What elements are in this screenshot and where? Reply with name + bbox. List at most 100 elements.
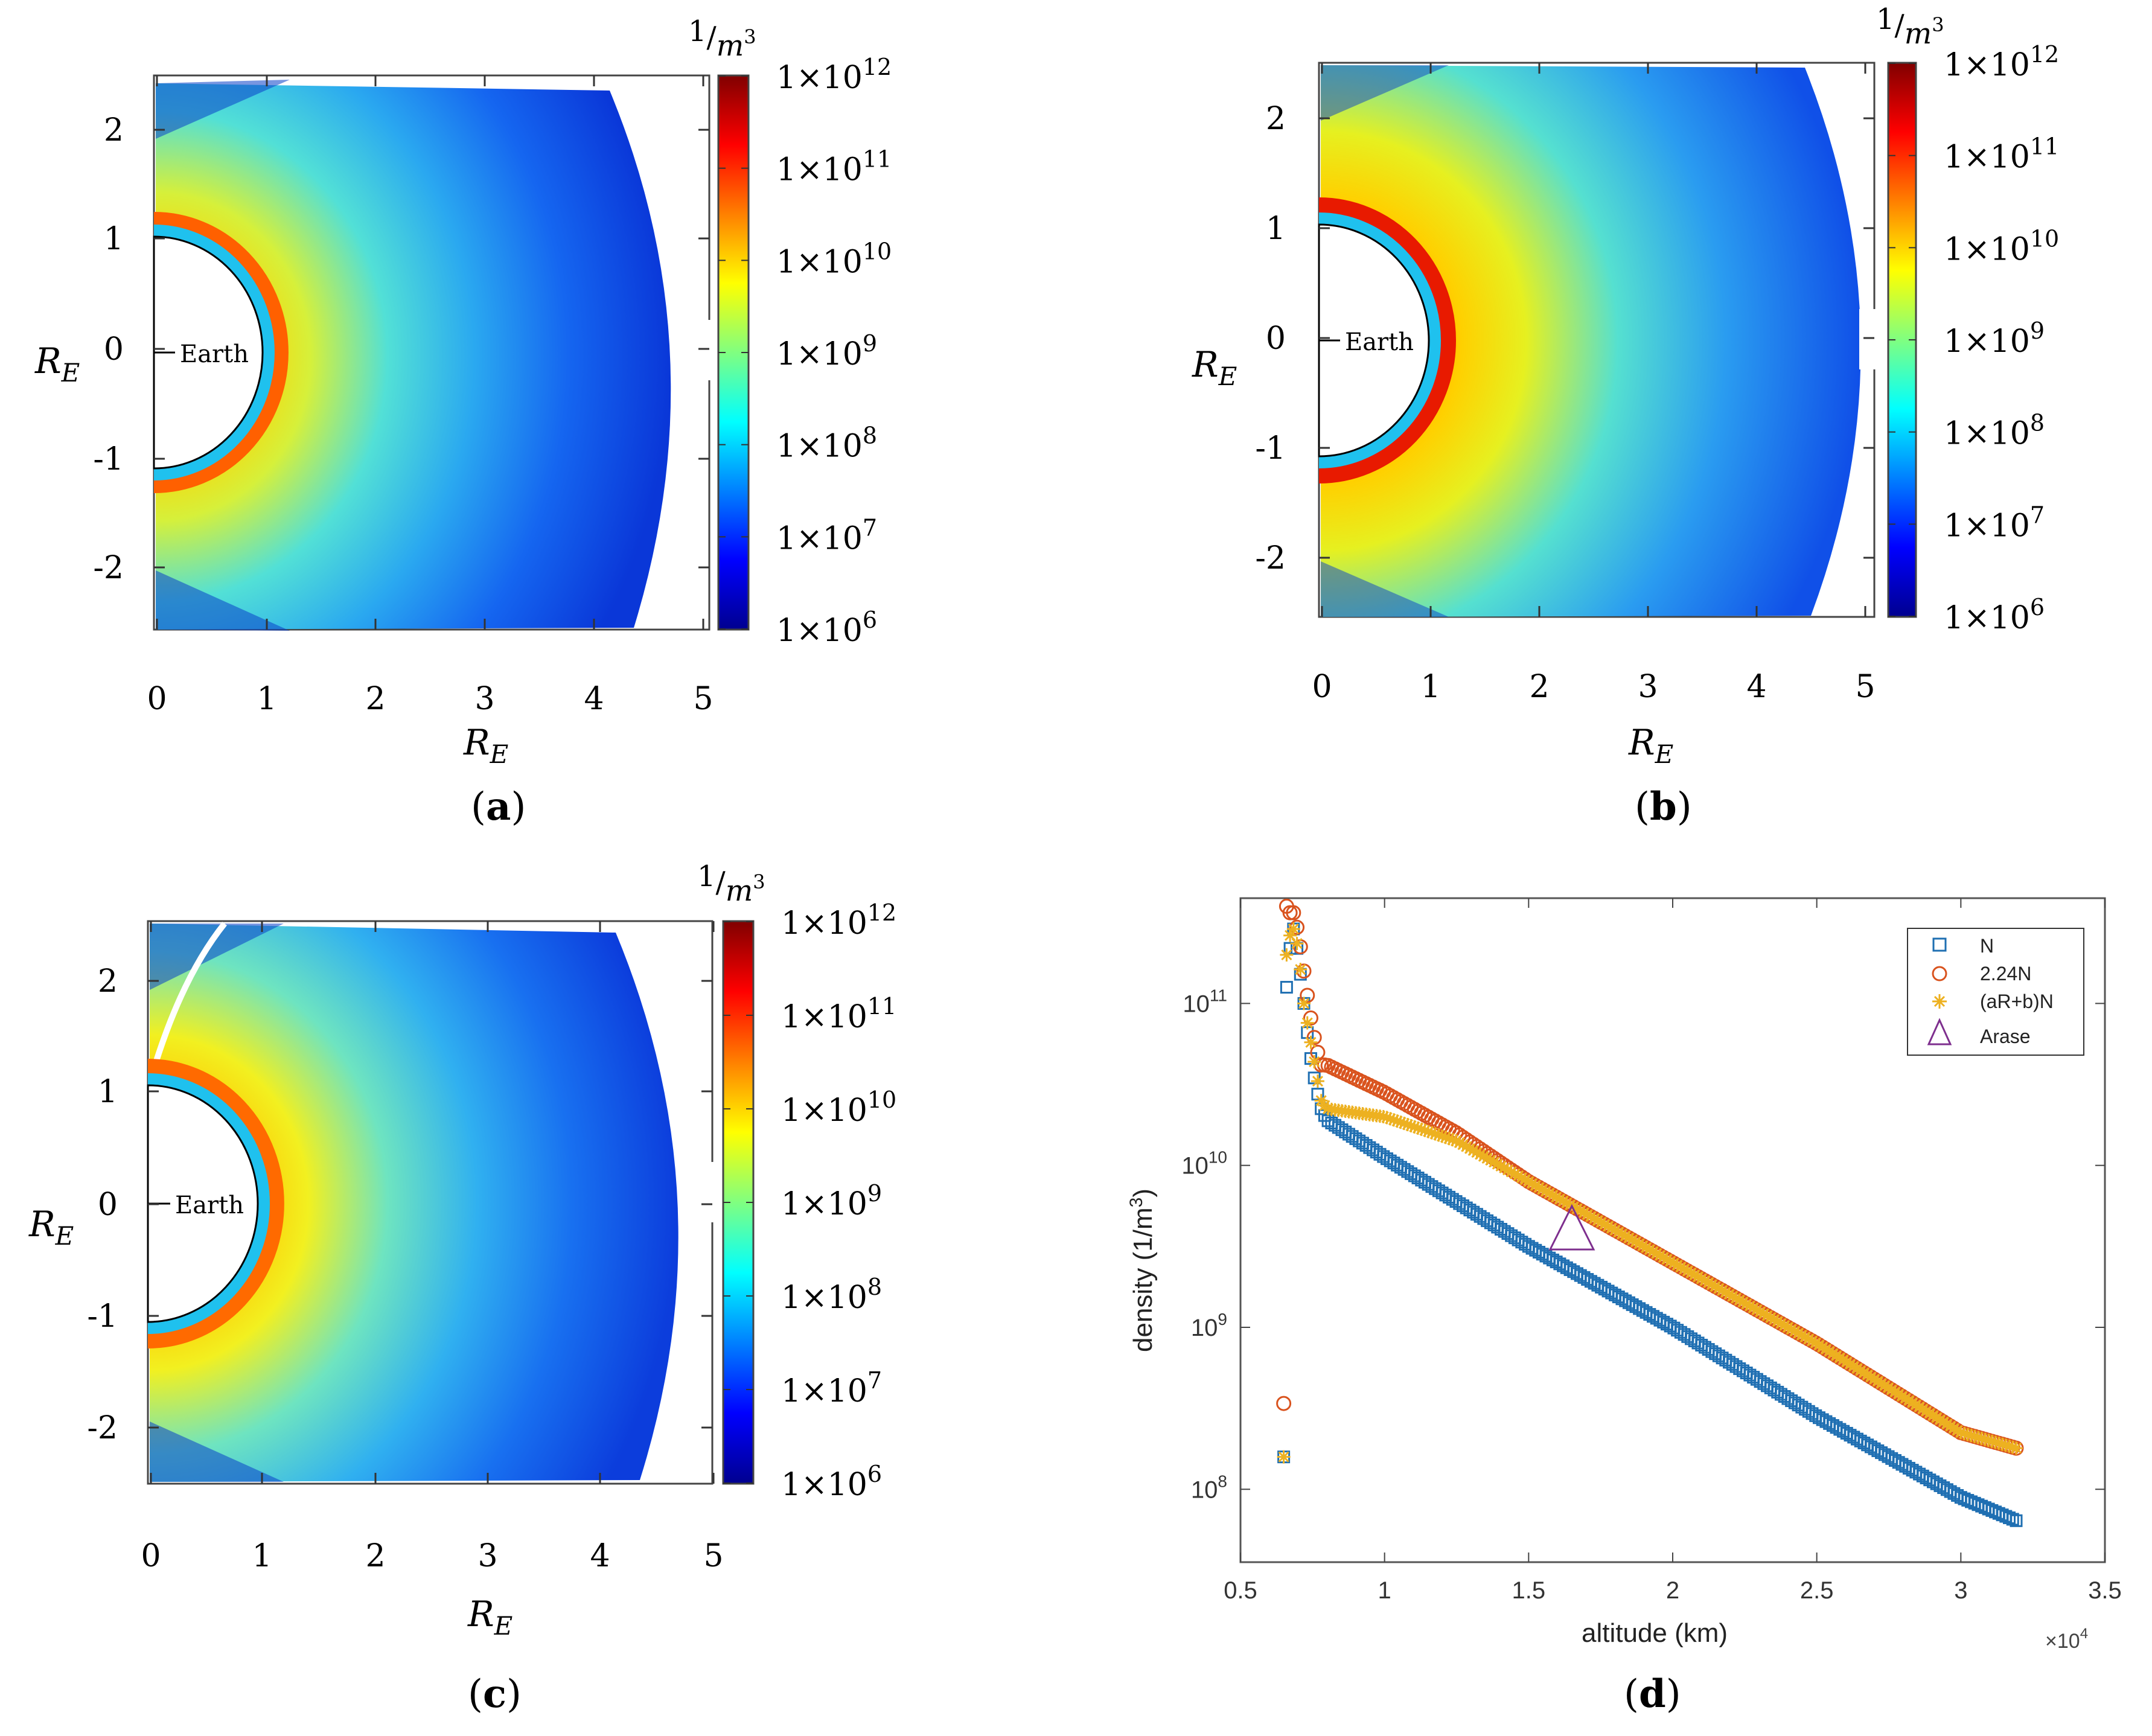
data-point-n xyxy=(1792,1399,1805,1412)
data-point-2-24n xyxy=(1286,905,1301,921)
data-point--ar-b-n xyxy=(1297,997,1311,1010)
colorbar-tick-label: 1×1010 xyxy=(1944,225,2059,267)
panel-c-colorbar-unit: 1/m3 xyxy=(697,860,765,908)
panel-b-ylabel: RE xyxy=(1192,344,1237,391)
panel-b-earth-ring xyxy=(1318,212,1441,468)
colorbar-tick-label: 1×109 xyxy=(776,330,877,372)
colorbar-tick-label: 1×1010 xyxy=(776,238,892,280)
data-point-n xyxy=(1754,1375,1767,1388)
panel-b-colorbar-unit: 1/m3 xyxy=(1876,2,1944,51)
data-point-n xyxy=(1667,1321,1681,1335)
y-tick-label: 1010 xyxy=(1181,1148,1227,1179)
data-point--ar-b-n-stroke xyxy=(1278,1451,1289,1463)
data-point-n xyxy=(1387,1157,1400,1170)
data-point-n xyxy=(1781,1392,1795,1405)
panel-c-ylabel: RE xyxy=(28,1204,74,1251)
data-point--ar-b-n xyxy=(1307,1055,1321,1068)
data-point-arase xyxy=(1548,1204,1595,1251)
data-point-n xyxy=(1443,1190,1456,1204)
data-point-n xyxy=(1370,1146,1383,1159)
x-tick-label: 5 xyxy=(1855,669,1875,705)
panel-a-dark-corner-bottom xyxy=(156,570,290,631)
y-tick-label: 0 xyxy=(104,331,124,368)
data-point-n xyxy=(1418,1176,1431,1189)
colorbar-tick-label: 1×1011 xyxy=(776,146,892,188)
data-point-n xyxy=(1498,1225,1511,1238)
x-tick-label: 0 xyxy=(147,681,167,717)
data-point-n xyxy=(1422,1178,1435,1191)
data-point-n xyxy=(1695,1338,1708,1351)
legend-label-2-24n: 2.24N xyxy=(1980,963,2031,984)
data-point-n xyxy=(1674,1326,1687,1339)
y-tick-label: -1 xyxy=(87,1298,118,1335)
panel-a-earth-disk xyxy=(153,235,264,470)
x-tick-label: 1 xyxy=(1420,669,1440,705)
data-point-n xyxy=(1449,1195,1463,1208)
panel-c-earth-disk xyxy=(147,1084,259,1323)
panel-a-earth-label: Earth xyxy=(180,340,249,368)
data-point--ar-b-n-stroke xyxy=(1312,1076,1323,1087)
data-point-n xyxy=(1691,1336,1705,1350)
data-point-n xyxy=(2006,1513,2019,1526)
data-point--ar-b-n-stroke xyxy=(1291,938,1303,949)
panel-d-ylabel: density (1/m3) xyxy=(1126,1189,1158,1352)
data-point-n xyxy=(1761,1379,1774,1393)
data-point-n xyxy=(1353,1134,1366,1147)
data-point--ar-b-n-stroke xyxy=(1305,1036,1317,1048)
data-point--ar-b-n xyxy=(1286,922,1300,936)
x-tick-label: 0 xyxy=(141,1538,161,1574)
data-point-n xyxy=(1425,1180,1438,1193)
panel-b-colorbar-ticks: 1×1012 1×1011 1×1010 1×109 1×108 1×107 1×106 xyxy=(1888,41,2059,636)
data-point-n xyxy=(1671,1324,1684,1337)
x-tick-label: 0.5 xyxy=(1224,1577,1257,1604)
data-point-n xyxy=(1678,1328,1691,1341)
data-point-n xyxy=(1771,1385,1784,1399)
data-point--ar-b-n-stroke xyxy=(1301,1017,1313,1029)
data-point-n xyxy=(1363,1141,1376,1154)
data-point-n xyxy=(2003,1511,2016,1524)
colorbar-tick-label: 1×107 xyxy=(1944,502,2045,544)
x-tick-label: 1 xyxy=(1378,1577,1391,1604)
data-point-n xyxy=(1487,1218,1501,1231)
legend-star-icon xyxy=(1932,994,1947,1009)
data-point-n xyxy=(1495,1222,1508,1236)
panel-a-colorbar-unit: 1/m3 xyxy=(688,14,756,63)
data-point--ar-b-n-stroke xyxy=(1315,1095,1327,1106)
colorbar-tick-label: 1×108 xyxy=(776,423,877,465)
panel-c-white-arc xyxy=(149,921,227,1076)
x-tick-label: 5 xyxy=(693,681,713,717)
legend-triangle-icon xyxy=(1927,1018,1952,1045)
data-point-n xyxy=(1705,1345,1719,1358)
y-tick-label: 109 xyxy=(1191,1310,1227,1341)
x-tick-label: 3 xyxy=(477,1538,497,1574)
panel-b-density-field xyxy=(1321,65,1861,617)
panel-d-x-multiplier: ×104 xyxy=(2045,1626,2088,1653)
data-point-n xyxy=(1778,1390,1791,1403)
data-point--ar-b-n xyxy=(1277,1450,1291,1464)
data-point-n xyxy=(1719,1353,1732,1367)
colorbar-tick-label: 1×106 xyxy=(781,1461,882,1503)
data-point-n xyxy=(1457,1199,1470,1213)
data-point-n xyxy=(1688,1334,1701,1347)
panel-b-dark-corner xyxy=(1321,65,1449,121)
panel-b-dark-corner-bottom xyxy=(1321,561,1449,617)
data-point-n xyxy=(1788,1396,1801,1409)
data-point-n xyxy=(1346,1130,1359,1143)
y-tick-label: 2 xyxy=(104,112,124,148)
panel-c-earth-label: Earth xyxy=(175,1192,244,1219)
data-point-n xyxy=(1335,1123,1349,1137)
data-point-n xyxy=(1325,1116,1338,1129)
data-point-n xyxy=(1380,1152,1393,1166)
panel-c-y-ticks: 2 1 0 -1 -2 xyxy=(87,963,712,1446)
colorbar-tick-label: 1×1011 xyxy=(781,993,896,1035)
colorbar-tick-label: 1×106 xyxy=(1944,594,2045,636)
data-point-n xyxy=(1439,1189,1452,1202)
colorbar-tick-label: 1×1010 xyxy=(781,1087,896,1129)
panel-a-y-ticks: 2 1 0 -1 -2 xyxy=(93,112,709,586)
data-point-n xyxy=(1481,1214,1494,1227)
panel-b-y-ticks: 2 1 0 -1 -2 xyxy=(1255,101,1874,576)
data-point-n xyxy=(1767,1383,1781,1397)
